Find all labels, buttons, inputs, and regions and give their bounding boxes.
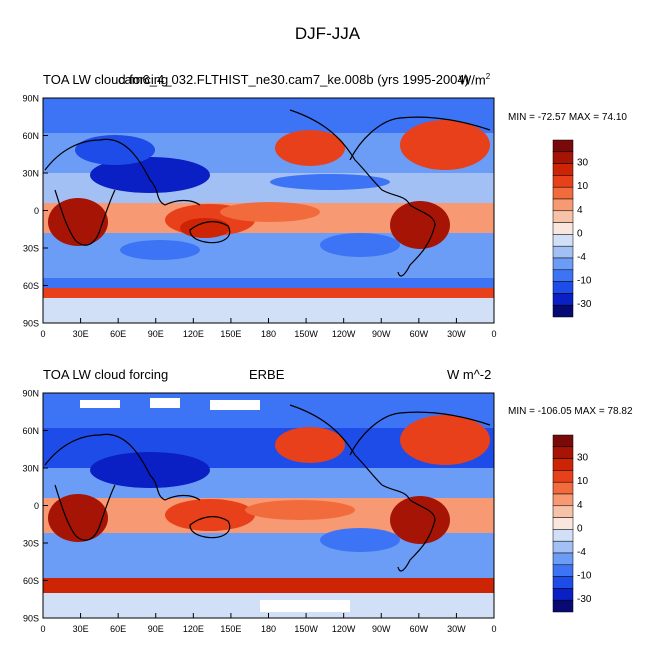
colorbar-swatch (552, 470, 574, 483)
panel1-map (43, 98, 494, 323)
colorbar-swatch (552, 552, 574, 566)
lon-tick-label: 0 (40, 329, 45, 339)
lat-tick-label: 0 (34, 501, 39, 511)
lon-tick-label: 60W (410, 329, 429, 339)
lat-tick-label: 60N (22, 131, 39, 141)
panel2-minmax: MIN = -106.05 MAX = 78.82 (508, 406, 633, 417)
colorbar-swatch (552, 304, 574, 318)
colorbar-swatch (552, 505, 574, 518)
lon-tick-label: 120E (183, 329, 204, 339)
lon-tick-label: 30W (447, 624, 466, 634)
colorbar-swatch (552, 529, 574, 542)
panel2-center-title: ERBE (249, 367, 285, 382)
colorbar-label: 0 (577, 523, 583, 534)
colorbar-swatch (552, 269, 574, 282)
lon-tick-label: 90E (148, 624, 164, 634)
colorbar-label: 30 (577, 158, 589, 169)
colorbar-swatch (552, 175, 574, 188)
colorbar-label: -30 (577, 299, 592, 310)
colorbar-swatch (552, 293, 574, 306)
panel1-left-title: TOA LW cloud forcing (43, 72, 169, 87)
colorbar-label: 0 (577, 228, 583, 239)
lon-tick-label: 60W (410, 624, 429, 634)
panel2-left-title: TOA LW cloud forcing (43, 367, 169, 382)
colorbar-label: -4 (577, 547, 586, 558)
lat-tick-label: 90S (23, 614, 39, 624)
colorbar-label: -10 (577, 571, 592, 582)
colorbar-label: -4 (577, 252, 586, 263)
colorbar-label: -10 (577, 276, 592, 287)
lat-tick-label: 30S (23, 244, 39, 254)
lat-tick-label: 30S (23, 539, 39, 549)
colorbar-label: 10 (577, 476, 589, 487)
colorbar-swatch (552, 493, 574, 507)
colorbar-swatch (552, 517, 574, 530)
colorbar-swatch (552, 186, 574, 200)
colorbar-label: 10 (577, 181, 589, 192)
colorbar-swatch (552, 257, 574, 271)
colorbar-swatch (552, 540, 574, 554)
lon-tick-label: 150W (294, 329, 318, 339)
lat-tick-label: 30N (22, 169, 39, 179)
panel1-units: W/m2 (459, 72, 491, 88)
lon-tick-label: 0 (40, 624, 45, 634)
colorbar-swatch (552, 446, 574, 459)
lat-tick-label: 30N (22, 464, 39, 474)
lon-tick-label: 120E (183, 624, 204, 634)
lat-tick-label: 60N (22, 426, 39, 436)
colorbar-swatch (552, 210, 574, 223)
colorbar-label: -30 (577, 594, 592, 605)
lon-tick-label: 30E (73, 329, 89, 339)
colorbar-swatch (552, 151, 574, 164)
lon-tick-label: 0 (491, 329, 496, 339)
colorbar-swatch (552, 588, 574, 601)
colorbar-swatch (552, 281, 574, 294)
lon-tick-label: 120W (332, 329, 356, 339)
lon-tick-label: 30W (447, 329, 466, 339)
lon-tick-label: 0 (491, 624, 496, 634)
colorbar-swatch (552, 163, 574, 176)
lat-tick-label: 90N (22, 94, 39, 104)
panel1-minmax: MIN = -72.57 MAX = 74.10 (508, 112, 627, 123)
lon-tick-label: 180 (261, 624, 276, 634)
panel2-map (43, 393, 494, 618)
lon-tick-label: 90E (148, 329, 164, 339)
colorbar-label: 30 (577, 453, 589, 464)
colorbar-label: 4 (577, 500, 583, 511)
colorbar-swatch (552, 222, 574, 235)
colorbar-swatch (552, 434, 574, 448)
colorbar-swatch (552, 564, 574, 577)
lat-tick-label: 60S (23, 281, 39, 291)
colorbar-swatch (552, 234, 574, 247)
colorbar-swatch (552, 481, 574, 495)
colorbar-swatch (552, 139, 574, 153)
colorbar-label: 4 (577, 205, 583, 216)
colorbar-swatch (552, 599, 574, 613)
lat-tick-label: 90N (22, 389, 39, 399)
colorbar-swatch (552, 198, 574, 212)
lon-tick-label: 150E (220, 624, 241, 634)
lon-tick-label: 60E (110, 624, 126, 634)
lon-tick-label: 90W (372, 329, 391, 339)
colorbar-swatch (552, 245, 574, 259)
panel1-overlay-title: cam6_4_032.FLTHIST_ne30.cam7_ke.008b (yr… (118, 72, 469, 87)
lon-tick-label: 150W (294, 624, 318, 634)
panel2-units: W m^-2 (447, 367, 492, 382)
lon-tick-label: 180 (261, 329, 276, 339)
lat-tick-label: 60S (23, 576, 39, 586)
lon-tick-label: 150E (220, 329, 241, 339)
lat-tick-label: 90S (23, 319, 39, 329)
lon-tick-label: 120W (332, 624, 356, 634)
colorbar-swatch (552, 576, 574, 589)
figure-title: DJF-JJA (294, 24, 361, 43)
lon-tick-label: 90W (372, 624, 391, 634)
colorbar-swatch (552, 458, 574, 471)
lat-tick-label: 0 (34, 206, 39, 216)
lon-tick-label: 60E (110, 329, 126, 339)
lon-tick-label: 30E (73, 624, 89, 634)
